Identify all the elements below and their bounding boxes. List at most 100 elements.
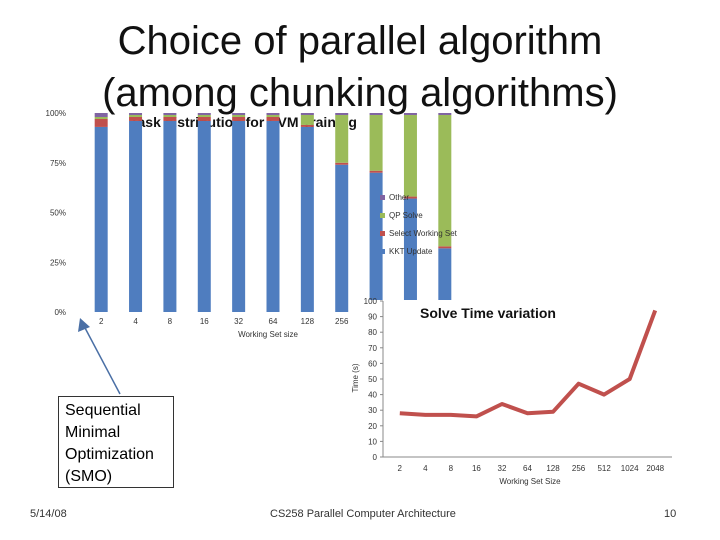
line-y-tick-label: 60	[368, 359, 377, 368]
bar-segment	[300, 113, 314, 115]
bar-y-tick-label: 0%	[54, 308, 66, 317]
bar-segment	[232, 114, 246, 117]
footer-page-number: 10	[664, 508, 677, 520]
legend-label: QP Solve	[389, 211, 423, 220]
bar-segment	[438, 248, 452, 312]
callout-line: Sequential	[65, 402, 141, 419]
bar-segment	[129, 114, 143, 117]
bar-x-tick-label: 4	[133, 317, 138, 326]
bar-y-tick-label: 100%	[46, 109, 66, 118]
solve-time-chart: 0 10 20 30 40 50 60 70 80 90 100 2 4 8 16 32 64 128 256 51…	[351, 297, 674, 486]
line-x-tick-label: 4	[423, 464, 428, 473]
line-y-tick-label: 80	[368, 328, 377, 337]
legend-label: KKT Update	[389, 247, 433, 256]
line-y-tick-label: 30	[368, 406, 377, 415]
bar-x-tick-label: 64	[269, 317, 278, 326]
bar-segment	[163, 116, 177, 121]
bar-segment	[197, 116, 211, 121]
bar-y-tick-label: 25%	[50, 258, 66, 267]
bar-segment	[335, 164, 349, 312]
bar-segment	[266, 114, 280, 117]
line-y-axis-label: Time (s)	[351, 363, 360, 392]
line-y-tick-label: 20	[368, 422, 377, 431]
footer-date: 5/14/08	[30, 508, 67, 520]
bar-segment	[232, 116, 246, 121]
bar-segment	[438, 246, 452, 249]
callout-line: Minimal	[65, 424, 121, 441]
line-x-tick-label: 256	[572, 464, 586, 473]
bar-segment	[266, 116, 280, 121]
bar-segment	[94, 126, 108, 313]
bar-y-axis: 0% 25% 50% 75% 100%	[46, 109, 66, 317]
bar-segment	[94, 113, 108, 117]
line-y-tick-label: 50	[368, 375, 377, 384]
line-y-tick-label: 40	[368, 391, 377, 400]
line-x-axis-label: Working Set Size	[499, 477, 561, 486]
bar-legend: Other QP Solve Select Working Set KKT Updat…	[380, 193, 458, 256]
callout-arrowhead	[78, 318, 90, 332]
solve-time-line	[399, 309, 658, 419]
line-x-tick-label: 8	[449, 464, 454, 473]
bar-y-tick-label: 50%	[50, 209, 66, 218]
footer-course: CS258 Parallel Computer Architecture	[270, 508, 456, 520]
bar-segment	[94, 116, 108, 119]
line-y-tick-label: 90	[368, 313, 377, 322]
legend-swatch	[380, 195, 385, 200]
bar-segment	[232, 120, 246, 313]
bar-segment	[163, 114, 177, 117]
line-x-tick-label: 2048	[646, 464, 664, 473]
legend-swatch	[380, 231, 385, 236]
bar-segment	[163, 113, 177, 115]
bar-segment	[335, 114, 349, 163]
bar-segment	[197, 114, 211, 117]
bar-segment	[369, 172, 383, 312]
line-x-axis: 2 4 8 16 32 64 128 256 512 1024 2048	[398, 464, 665, 473]
callout-line: (SMO)	[65, 468, 113, 485]
bar-x-tick-label: 32	[234, 317, 243, 326]
line-chart-background	[368, 300, 674, 486]
bar-x-tick-label: 16	[200, 317, 209, 326]
line-y-tick-label: 70	[368, 344, 377, 353]
bar-segment	[300, 126, 314, 313]
bar-segment	[369, 114, 383, 171]
bar-x-axis-label: Working Set size	[238, 330, 298, 339]
bar-segment	[129, 120, 143, 313]
bar-segment	[403, 114, 417, 197]
bar-segment	[232, 113, 246, 115]
legend-swatch	[380, 213, 385, 218]
line-x-tick-label: 512	[597, 464, 611, 473]
bar-segment	[369, 113, 383, 115]
bar-segment	[300, 124, 314, 127]
line-x-tick-label: 32	[498, 464, 507, 473]
bar-segment	[369, 170, 383, 173]
bar-segment	[403, 113, 417, 115]
bar-segment	[266, 120, 280, 313]
bar-x-tick-label: 256	[335, 317, 349, 326]
line-y-tick-label: 100	[364, 297, 378, 306]
bar-segment	[197, 120, 211, 313]
bar-y-tick-label: 75%	[50, 159, 66, 168]
bar-segment	[163, 120, 177, 313]
legend-label: Other	[389, 193, 409, 202]
line-y-tick-label: 10	[368, 437, 377, 446]
bar-segment	[438, 113, 452, 115]
bar-segment	[129, 116, 143, 121]
bar-segment	[403, 198, 417, 312]
slide-title-line2: (among chunking algorithms)	[102, 71, 618, 115]
bar-segment	[197, 113, 211, 115]
bar-segment	[335, 113, 349, 115]
line-x-tick-label: 64	[523, 464, 532, 473]
line-y-axis: 0 10 20 30 40 50 60 70 80 90 100	[364, 297, 672, 462]
callout-line: Optimization	[65, 446, 154, 463]
legend-label: Select Working Set	[389, 229, 458, 238]
bar-segment	[335, 162, 349, 165]
bar-segment	[438, 114, 452, 247]
bar-segment	[300, 114, 314, 125]
bar-series-group	[94, 113, 452, 313]
line-x-tick-label: 1024	[621, 464, 639, 473]
callout-arrow	[83, 325, 121, 395]
line-y-tick-label: 0	[373, 453, 378, 462]
line-x-tick-label: 2	[398, 464, 403, 473]
line-x-tick-label: 16	[472, 464, 481, 473]
